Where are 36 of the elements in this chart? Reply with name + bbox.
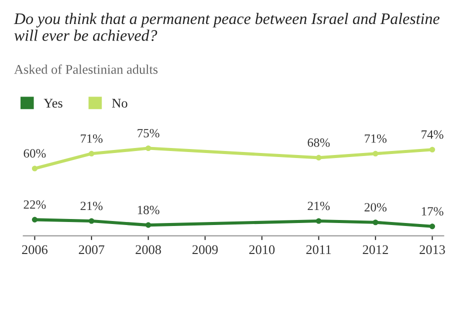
x-tick-label: 2009 <box>192 245 218 254</box>
data-label: 75% <box>138 128 160 138</box>
point <box>316 154 322 160</box>
point <box>88 218 94 224</box>
point <box>88 150 94 156</box>
x-tick-label: 2012 <box>362 245 388 254</box>
point <box>430 224 436 230</box>
point <box>146 145 152 152</box>
point <box>372 150 378 156</box>
x-tick-label: 2007 <box>78 245 104 254</box>
data-label: 71% <box>364 134 387 143</box>
x-tick-label: 2006 <box>22 245 48 254</box>
point <box>146 222 152 228</box>
data-label: 22% <box>24 200 46 209</box>
point <box>372 220 378 226</box>
data-label: 20% <box>364 203 387 212</box>
data-label: 21% <box>308 202 330 210</box>
point <box>430 146 436 152</box>
x-tick-label: 2010 <box>249 245 275 254</box>
point <box>32 216 38 222</box>
x-tick-label: 2011 <box>306 245 331 254</box>
legend-label: Yes <box>44 98 62 108</box>
data-label: 21% <box>80 202 103 210</box>
x-tick-label: 2013 <box>420 245 445 254</box>
chart-subtitle: Asked of Palestinian adults <box>14 64 158 74</box>
data-label: 17% <box>422 207 444 216</box>
chart-title: Do you think that a permanent peace between Israel and Palestine will ever be achieved? <box>14 12 440 41</box>
x-tick-label: 2008 <box>136 245 161 254</box>
data-label: 68% <box>308 138 330 147</box>
data-label: 71% <box>80 134 103 143</box>
data-label: 74% <box>422 130 444 139</box>
legend-label: No <box>112 98 128 108</box>
data-label: 18% <box>138 206 160 214</box>
point <box>316 218 322 224</box>
data-label: 60% <box>24 149 46 158</box>
point <box>32 166 38 172</box>
